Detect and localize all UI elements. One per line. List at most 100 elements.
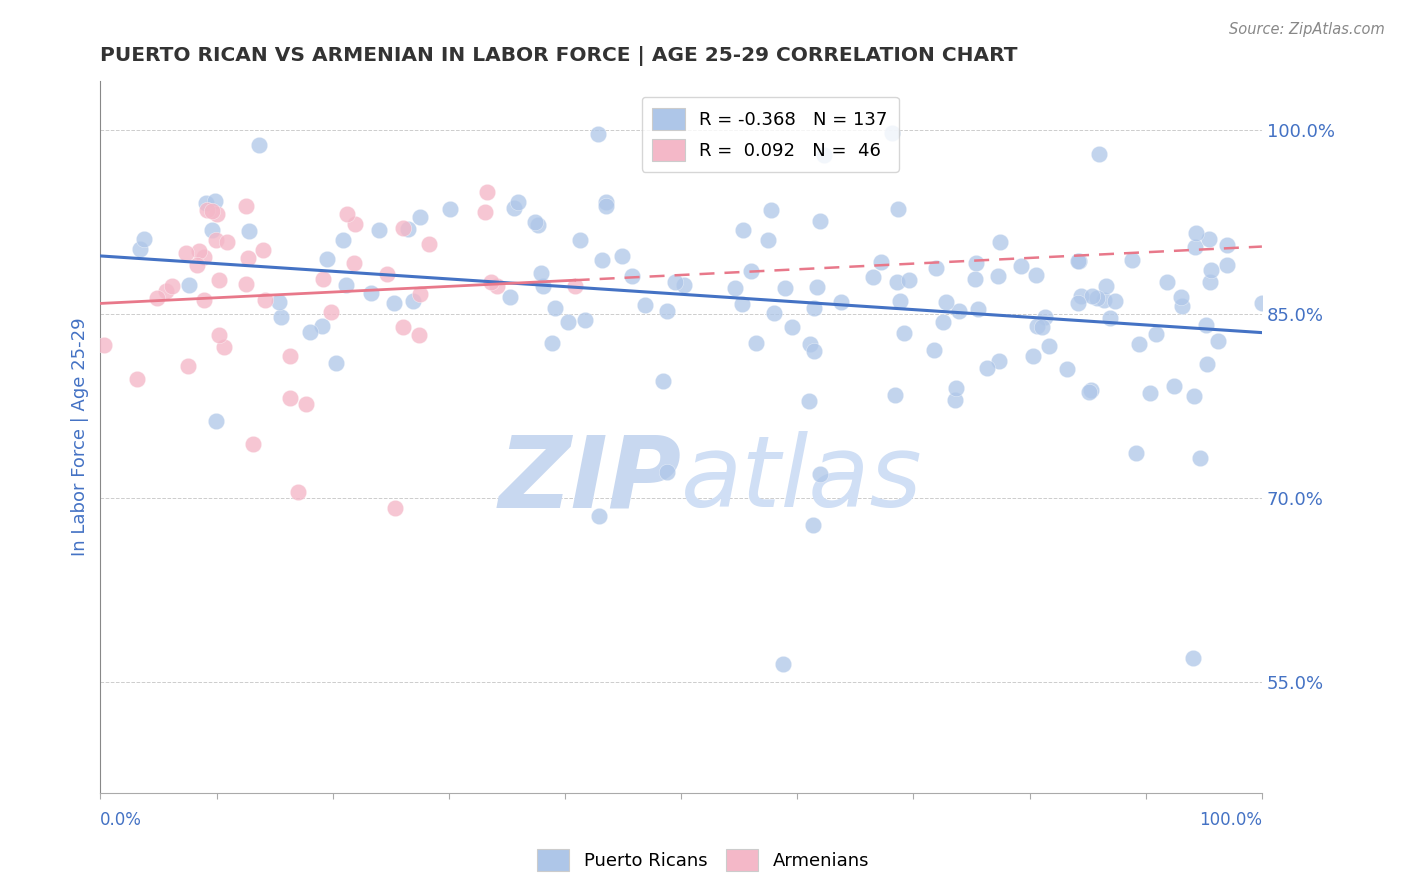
Point <box>207 207 229 221</box>
Point <box>93 337 115 351</box>
Point <box>1188 450 1211 465</box>
Point <box>311 319 333 334</box>
Point <box>808 213 831 227</box>
Point <box>287 485 309 500</box>
Point <box>557 315 579 329</box>
Point <box>925 261 948 276</box>
Point <box>1104 294 1126 309</box>
Text: 100.0%: 100.0% <box>1199 811 1263 829</box>
Point <box>253 293 276 307</box>
Point <box>1139 386 1161 401</box>
Point <box>744 335 766 350</box>
Point <box>134 232 156 246</box>
Point <box>392 221 415 235</box>
Point <box>898 273 921 287</box>
Point <box>988 354 1011 368</box>
Point <box>1080 289 1102 303</box>
Point <box>479 275 502 289</box>
Point <box>382 295 405 310</box>
Point <box>193 250 215 264</box>
Point <box>1056 361 1078 376</box>
Point <box>1199 276 1222 290</box>
Point <box>1198 232 1220 246</box>
Point <box>187 244 209 259</box>
Point <box>976 361 998 376</box>
Point <box>893 326 915 341</box>
Point <box>368 223 391 237</box>
Point <box>145 291 167 305</box>
Point <box>384 501 406 516</box>
Point <box>564 279 586 293</box>
Point <box>797 394 820 409</box>
Point <box>801 518 824 533</box>
Point <box>673 277 696 292</box>
Point <box>298 325 321 339</box>
Point <box>177 278 200 293</box>
Point <box>235 277 257 291</box>
Point <box>127 372 149 386</box>
Point <box>391 319 413 334</box>
Point <box>1206 334 1229 348</box>
Point <box>1216 258 1239 272</box>
Point <box>1067 296 1090 310</box>
Point <box>160 278 183 293</box>
Point <box>1170 299 1192 313</box>
Point <box>591 253 613 268</box>
Point <box>664 275 686 289</box>
Point <box>208 327 231 342</box>
Point <box>343 256 366 270</box>
Text: ZIP: ZIP <box>498 431 681 528</box>
Point <box>204 194 226 209</box>
Point <box>943 393 966 408</box>
Point <box>193 293 215 308</box>
Point <box>1011 259 1033 273</box>
Point <box>886 202 908 217</box>
Point <box>634 298 657 312</box>
Point <box>1170 290 1192 304</box>
Point <box>396 222 419 236</box>
Point <box>174 245 197 260</box>
Point <box>740 264 762 278</box>
Point <box>830 295 852 310</box>
Point <box>1095 279 1118 293</box>
Point <box>806 280 828 294</box>
Point <box>655 465 678 479</box>
Point <box>336 207 359 221</box>
Point <box>1125 445 1147 459</box>
Point <box>375 267 398 281</box>
Point <box>1080 383 1102 397</box>
Point <box>325 356 347 370</box>
Point <box>195 203 218 218</box>
Point <box>247 138 270 153</box>
Point <box>527 218 550 232</box>
Point <box>186 258 208 272</box>
Point <box>756 233 779 247</box>
Point <box>1092 293 1115 307</box>
Point <box>360 285 382 300</box>
Point <box>803 301 825 316</box>
Point <box>242 437 264 451</box>
Point <box>886 275 908 289</box>
Point <box>803 343 825 358</box>
Point <box>408 327 430 342</box>
Point <box>1199 263 1222 277</box>
Text: 0.0%: 0.0% <box>100 811 142 829</box>
Point <box>238 251 260 265</box>
Point <box>215 235 238 250</box>
Point <box>177 359 200 374</box>
Point <box>1163 379 1185 393</box>
Legend: R = -0.368   N = 137, R =  0.092   N =  46: R = -0.368 N = 137, R = 0.092 N = 46 <box>641 97 898 171</box>
Point <box>869 255 891 269</box>
Point <box>530 266 553 280</box>
Point <box>439 202 461 216</box>
Point <box>1121 252 1143 267</box>
Point <box>948 304 970 318</box>
Point <box>882 126 904 140</box>
Point <box>201 223 224 237</box>
Point <box>966 302 988 317</box>
Point <box>540 336 562 351</box>
Point <box>595 199 617 213</box>
Point <box>574 312 596 326</box>
Point <box>295 397 318 411</box>
Point <box>569 233 592 247</box>
